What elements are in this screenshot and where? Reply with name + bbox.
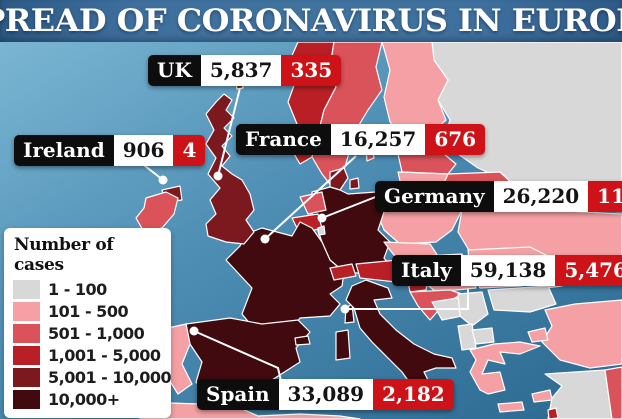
callout-line-france bbox=[264, 155, 357, 240]
legend-label: 501 - 1,000 bbox=[48, 324, 145, 343]
label-spain: Spain 33,089 2,182 bbox=[197, 379, 454, 410]
legend-swatch bbox=[13, 346, 40, 365]
death-count: 676 bbox=[425, 124, 486, 155]
country-bulgaria bbox=[487, 285, 557, 313]
legend-row: 1,001 - 5,000 bbox=[13, 346, 163, 365]
death-count: 335 bbox=[281, 55, 342, 86]
legend: Number of cases 1 - 100 101 - 500 501 - … bbox=[4, 228, 172, 418]
callout-dot-germany bbox=[317, 213, 327, 223]
callout-line-germany bbox=[321, 195, 379, 219]
country-macedonia bbox=[471, 327, 495, 345]
legend-title: Number of cases bbox=[14, 235, 114, 275]
label-germany: Germany 26,220 111 bbox=[375, 181, 622, 212]
country-turkey-thrace bbox=[527, 327, 549, 343]
case-count: 59,138 bbox=[460, 255, 556, 286]
callout-line-spain bbox=[193, 330, 282, 382]
label-france: France 16,257 676 bbox=[236, 124, 486, 155]
country-name: Germany bbox=[375, 181, 494, 212]
callout-line-italy bbox=[345, 288, 469, 310]
legend-row: 501 - 1,000 bbox=[13, 324, 163, 343]
legend-label: 5,001 - 10,000 bbox=[48, 368, 172, 387]
country-iraq bbox=[604, 366, 622, 419]
callout-dot-italy bbox=[340, 304, 350, 314]
death-count: 5,476 bbox=[555, 255, 622, 286]
legend-label: 101 - 500 bbox=[48, 302, 129, 321]
country-serbia bbox=[457, 291, 489, 327]
callout-line-uk bbox=[217, 87, 241, 177]
legend-row: 5,001 - 10,000 bbox=[13, 368, 172, 387]
legend-swatch bbox=[13, 390, 40, 409]
case-count: 5,837 bbox=[200, 55, 282, 86]
label-italy: Italy 59,138 5,476 bbox=[392, 255, 622, 286]
legend-label: 1,001 - 5,000 bbox=[48, 346, 161, 365]
death-count: 4 bbox=[173, 135, 206, 166]
country-turkey bbox=[541, 299, 622, 369]
legend-swatch bbox=[13, 324, 40, 343]
legend-swatch bbox=[13, 368, 40, 387]
label-ireland: Ireland 906 4 bbox=[14, 135, 206, 166]
legend-row: 1 - 100 bbox=[13, 280, 163, 299]
country-france bbox=[225, 221, 345, 337]
country-italy bbox=[345, 279, 457, 387]
country-latvia bbox=[397, 153, 457, 175]
label-uk: UK 5,837 335 bbox=[148, 55, 342, 86]
legend-swatch bbox=[13, 280, 40, 299]
case-count: 16,257 bbox=[330, 124, 426, 155]
legend-swatch bbox=[13, 302, 40, 321]
country-balearics bbox=[294, 335, 311, 346]
country-sardinia bbox=[335, 329, 351, 361]
case-count: 33,089 bbox=[278, 379, 374, 410]
callout-dot-uk bbox=[213, 171, 223, 181]
case-count: 26,220 bbox=[493, 181, 589, 212]
country-name: Italy bbox=[392, 255, 461, 286]
legend-row: 101 - 500 bbox=[13, 302, 163, 321]
country-crete bbox=[497, 401, 525, 413]
country-name: UK bbox=[148, 55, 201, 86]
country-greece bbox=[469, 341, 541, 395]
title-bar: SPREAD OF CORONAVIRUS IN EUROPE bbox=[0, 0, 622, 42]
country-lebanon bbox=[547, 407, 559, 419]
country-name: France bbox=[236, 124, 331, 155]
callout-dot-france bbox=[260, 234, 270, 244]
legend-row: 10,000+ bbox=[13, 390, 163, 409]
callout-dot-ireland bbox=[158, 175, 168, 185]
case-count: 906 bbox=[113, 135, 174, 166]
death-count: 111 bbox=[588, 181, 622, 212]
country-switzerland bbox=[329, 263, 357, 281]
legend-label: 1 - 100 bbox=[48, 280, 107, 299]
legend-label: 10,000+ bbox=[48, 390, 120, 409]
callout-dot-spain bbox=[189, 326, 199, 336]
country-name: Ireland bbox=[14, 135, 114, 166]
country-denmark-isles bbox=[349, 177, 360, 190]
death-count: 2,182 bbox=[373, 379, 454, 410]
country-luxembourg bbox=[317, 225, 326, 236]
page-title: SPREAD OF CORONAVIRUS IN EUROPE bbox=[0, 3, 622, 39]
country-name: Spain bbox=[197, 379, 279, 410]
